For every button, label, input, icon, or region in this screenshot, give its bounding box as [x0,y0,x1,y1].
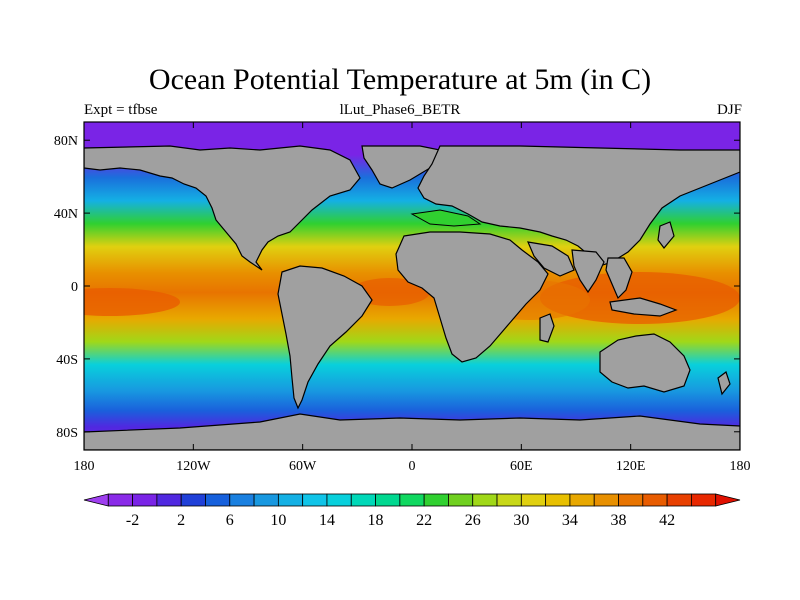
colorbar-swatch [593,493,619,507]
colorbar-swatch [472,493,498,507]
lat-tick-label: 40S [56,353,78,368]
colorbar-swatch [691,493,717,507]
mediterranean-sea [410,209,482,227]
australia [599,333,691,393]
india [571,249,605,294]
colorbar-swatch [642,493,668,507]
map-plot-area [84,122,740,450]
lat-tick-label: 0 [71,280,78,295]
lon-tick-label: 120W [176,459,211,474]
colorbar-swatch [520,493,547,507]
latitude-axis: 80N 40N 0 40S 80S [54,134,740,441]
colorbar-label: 2 [177,512,185,529]
greenland [361,145,441,189]
africa [395,231,549,363]
lon-tick-label: 180 [74,459,95,474]
lon-tick-label: 120E [616,459,646,474]
season-label: DJF [716,102,742,118]
colorbar-swatch [132,493,158,507]
lat-tick-label: 80N [54,134,78,149]
colorbar-swatch [326,493,352,507]
colorbar [83,493,741,507]
colorbar-swatch [399,493,425,507]
map-title: Ocean Potential Temperature at 5m (in C) [148,63,652,96]
land-mask [84,145,740,450]
colorbar-swatch [375,493,401,507]
lon-tick-label: 0 [409,459,416,474]
colorbar-swatch [302,493,328,507]
indonesia [609,297,678,317]
case-label: lLut_Phase6_BETR [339,102,461,118]
lon-tick-label: 60W [289,459,317,474]
colorbar-swatch [666,493,692,507]
japan [657,221,675,249]
colorbar-min-triangle [83,493,109,507]
colorbar-label: 22 [416,512,432,529]
colorbar-swatch [277,493,304,507]
southeast-asia [605,257,633,300]
lon-tick-label: 60E [510,459,533,474]
colorbar-swatch [205,493,231,507]
experiment-label: Expt = tfbse [84,102,158,118]
new-zealand [717,371,731,396]
colorbar-swatch [569,493,595,507]
south-america [277,265,373,410]
madagascar [539,313,555,343]
colorbar-swatch [107,493,133,507]
antarctica [84,413,740,450]
colorbar-label: 14 [319,512,335,529]
warm-pool-east-pacific [84,288,180,316]
colorbar-swatch [423,493,449,507]
colorbar-label: 10 [270,512,286,529]
colorbar-labels: -2 2 6 10 14 18 22 26 30 34 38 42 [126,512,675,529]
north-america [84,145,361,271]
colorbar-swatch [545,493,571,507]
lat-tick-label: 80S [56,426,78,441]
colorbar-label: 42 [659,512,675,529]
colorbar-max-triangle [715,493,741,507]
arabia [527,241,575,277]
colorbar-swatch [156,493,182,507]
lon-tick-label: 180 [730,459,751,474]
colorbar-swatch [253,493,279,507]
colorbar-label: -2 [126,512,139,529]
colorbar-swatch [448,493,474,507]
colorbar-label: 26 [465,512,481,529]
colorbar-label: 18 [368,512,384,529]
colorbar-swatch [180,493,206,507]
colorbar-swatch [229,493,255,507]
colorbar-swatch [618,493,644,507]
colorbar-swatch [350,493,376,507]
longitude-axis: 180 120W 60W 0 60E 120E 180 [74,122,751,474]
colorbar-label: 30 [513,512,529,529]
lat-tick-label: 40N [54,207,78,222]
colorbar-swatch [496,493,522,507]
colorbar-label: 38 [611,512,627,529]
colorbar-label: 34 [562,512,578,529]
colorbar-label: 6 [226,512,234,529]
